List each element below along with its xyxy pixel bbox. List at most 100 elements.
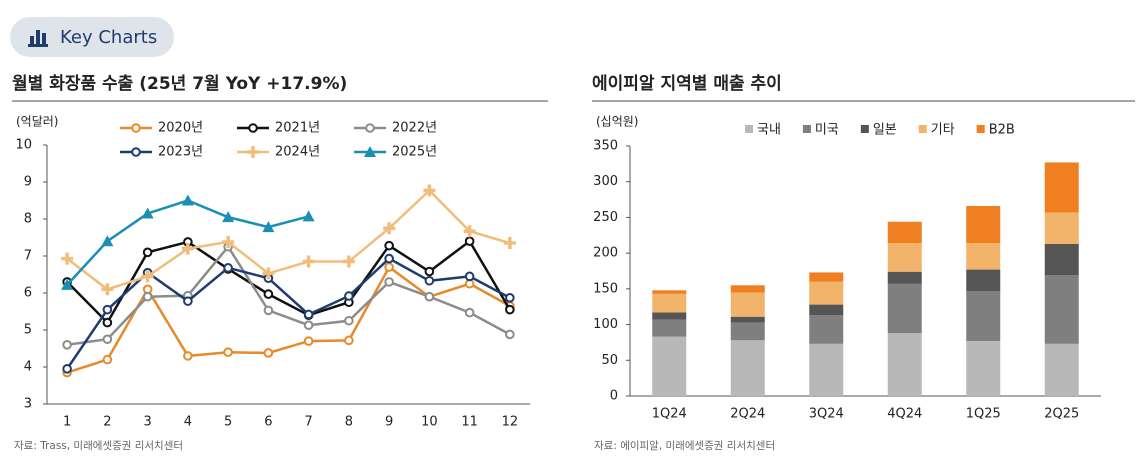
x-tick-label: 2	[103, 415, 111, 430]
series-line	[66, 188, 511, 291]
marker	[342, 255, 355, 268]
marker	[183, 351, 193, 361]
bar-segment	[1044, 162, 1079, 213]
y-tick-label: 5	[24, 323, 32, 338]
bar-segment	[887, 271, 922, 284]
legend-label: 기타	[931, 123, 955, 138]
y-tick-label: 300	[593, 174, 618, 189]
bar-segment	[652, 312, 687, 320]
x-tick-label: 11	[461, 415, 478, 430]
marker	[222, 235, 235, 248]
marker	[131, 123, 141, 133]
marker	[183, 296, 193, 306]
marker	[365, 123, 375, 133]
bar-segment	[1044, 243, 1079, 276]
marker	[303, 336, 314, 346]
x-tick-label: 3	[143, 415, 151, 430]
marker	[141, 207, 154, 219]
bar-segment	[652, 293, 687, 313]
marker	[344, 335, 354, 346]
x-tick-label: 1	[63, 415, 71, 430]
y-tick-label: 4	[24, 360, 32, 375]
marker	[303, 309, 314, 320]
marker	[102, 317, 113, 328]
bar-segment	[887, 333, 922, 396]
bar-segment	[652, 336, 687, 396]
marker	[384, 253, 394, 264]
marker	[464, 271, 475, 282]
bar-segment	[1044, 343, 1079, 396]
y-tick-label: 100	[593, 317, 618, 332]
marker	[223, 347, 233, 358]
marker	[464, 307, 475, 318]
source: 자료: 에이피알, 미래에셋증권 리서치센터	[594, 440, 775, 452]
bar-segment	[652, 319, 687, 337]
series-line	[66, 244, 511, 347]
series-line	[66, 265, 511, 374]
x-tick-label: 6	[264, 415, 272, 430]
marker	[142, 247, 153, 258]
y-tick-label: 3	[24, 397, 32, 412]
marker	[503, 237, 516, 250]
marker	[464, 236, 475, 246]
legend-label: 2022년	[392, 121, 437, 136]
legend-swatch	[918, 125, 927, 133]
x-tick-label: 1Q24	[652, 407, 687, 422]
marker	[62, 364, 72, 374]
legend-label: 2021년	[275, 121, 320, 136]
x-tick-label: 4	[184, 415, 192, 430]
legend-label: 2020년	[158, 121, 203, 136]
marker	[263, 289, 274, 299]
marker	[222, 211, 235, 223]
legend-swatch	[802, 125, 811, 133]
legend-swatch	[745, 125, 753, 133]
y-tick-label: 250	[593, 210, 618, 225]
bar-segment	[966, 291, 1001, 341]
source: 자료: Trass, 미래에셋증권 리서치센터	[14, 440, 183, 452]
x-tick-label: 2Q24	[730, 407, 765, 422]
marker	[424, 291, 435, 302]
legend-label: 2023년	[158, 145, 203, 160]
y-tick-label: 350	[593, 139, 618, 154]
bar-segment	[887, 283, 922, 334]
marker	[423, 184, 436, 197]
x-tick-label: 1Q25	[966, 407, 1001, 422]
legend-swatch	[860, 125, 869, 133]
y-tick-label: 6	[24, 286, 32, 301]
marker	[463, 225, 476, 238]
bar-segment	[730, 285, 765, 293]
marker	[102, 334, 113, 345]
bar-segment	[730, 292, 765, 317]
marker	[61, 278, 74, 290]
badge	[10, 17, 174, 57]
marker	[505, 304, 515, 315]
bar-segment	[809, 304, 844, 316]
x-tick-label: 2Q25	[1044, 407, 1079, 422]
x-tick-label: 7	[304, 415, 312, 430]
x-tick-label: 12	[502, 415, 519, 430]
x-tick-label: 5	[224, 415, 232, 430]
y-tick-label: 10	[15, 138, 32, 153]
marker	[142, 291, 153, 302]
legend-swatch	[976, 125, 985, 133]
bar-segment	[966, 243, 1001, 270]
bar-segment	[887, 221, 922, 244]
marker	[303, 320, 314, 330]
badge-text: Key Charts	[60, 27, 157, 48]
bar-segment	[730, 316, 765, 323]
bar-segment	[809, 281, 844, 305]
legend-label: 일본	[873, 123, 897, 138]
bar-segment	[809, 343, 844, 396]
marker	[424, 275, 435, 286]
marker	[131, 147, 141, 157]
bar-segment	[966, 269, 1001, 291]
y-tick-label: 150	[593, 281, 618, 296]
x-tick-label: 10	[421, 415, 438, 430]
marker	[223, 263, 233, 273]
y-tick-label: 9	[24, 175, 32, 190]
x-tick-label: 9	[385, 415, 393, 430]
marker	[101, 283, 114, 296]
badge-icon	[28, 30, 48, 47]
marker	[344, 315, 354, 326]
bar-segment	[1044, 212, 1079, 244]
